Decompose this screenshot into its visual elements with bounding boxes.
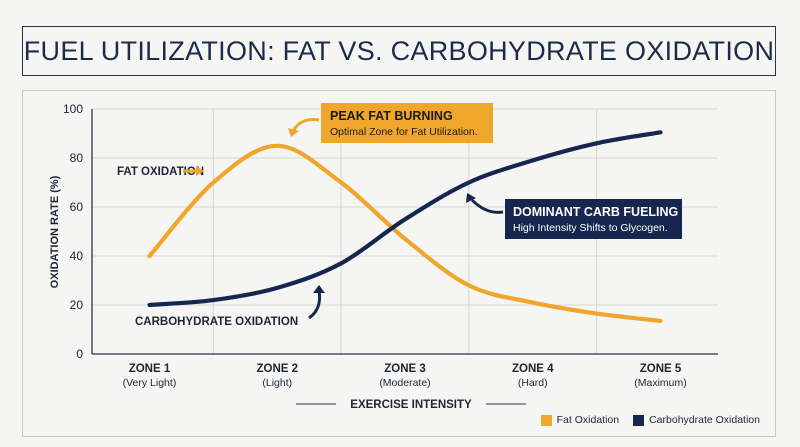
y-tick-label: 40 — [70, 249, 84, 263]
annotation-title-peak-fat: PEAK FAT BURNING — [330, 109, 453, 123]
legend-item-carb: Carbohydrate Oxidation — [633, 414, 760, 426]
annotation-box-peak-fat — [321, 103, 493, 143]
annotation-box-dominant-carb — [505, 199, 682, 239]
fat-label-arrowhead — [196, 166, 204, 176]
x-tick-sublabel: (Moderate) — [379, 377, 430, 389]
series-label-fat-oxidation: FAT OXIDATION — [117, 166, 204, 178]
peak-fat-arrow-line — [292, 118, 320, 131]
dominant-carb-arrow-line — [470, 198, 504, 214]
y-tick-label: 20 — [70, 298, 84, 312]
chart-title-box: FUEL UTILIZATION: FAT VS. CARBOHYDRATE O… — [22, 26, 776, 76]
annotation-title-dominant-carb: DOMINANT CARB FUELING — [513, 205, 678, 219]
x-tick-sublabel: (Light) — [262, 377, 292, 389]
legend-swatch-fat — [540, 414, 552, 426]
annotation-text-dominant-carb: High Intensity Shifts to Glycogen. — [513, 222, 668, 234]
legend-label-fat: Fat Oxidation — [556, 414, 620, 426]
y-axis-title: OXIDATION RATE (%) — [49, 175, 61, 288]
annotation-text-peak-fat: Optimal Zone for Fat Utilization. — [330, 126, 478, 138]
legend-swatch-carb — [633, 414, 645, 426]
peak-fat-arrowhead — [288, 128, 299, 137]
legend-item-fat: Fat Oxidation — [540, 414, 620, 426]
y-tick-label: 80 — [70, 151, 84, 165]
dominant-carb-arrowhead — [466, 193, 476, 203]
x-tick-label: ZONE 2 — [256, 363, 298, 375]
series-line-carbohydrate-oxidation — [147, 130, 663, 308]
chart-frame — [22, 90, 776, 437]
series-line-fat-oxidation — [147, 143, 663, 323]
chart-title: FUEL UTILIZATION: FAT VS. CARBOHYDRATE O… — [23, 35, 775, 66]
legend: Fat Oxidation Carbohydrate Oxidation — [527, 414, 760, 426]
x-tick-label: ZONE 1 — [129, 363, 171, 375]
legend-label-carb: Carbohydrate Oxidation — [649, 414, 760, 426]
x-tick-label: ZONE 3 — [384, 363, 426, 375]
y-tick-label: 60 — [70, 200, 84, 214]
x-axis-title: EXERCISE INTENSITY — [350, 399, 472, 411]
x-tick-sublabel: (Very Light) — [123, 377, 177, 389]
carb-label-arrowhead — [313, 285, 325, 293]
x-tick-sublabel: (Hard) — [518, 377, 548, 389]
x-tick-label: ZONE 5 — [640, 363, 682, 375]
series-label-carbohydrate-oxidation: CARBOHYDRATE OXIDATION — [135, 316, 298, 328]
y-tick-label: 0 — [76, 347, 83, 361]
y-tick-label: 100 — [63, 102, 83, 116]
x-tick-label: ZONE 4 — [512, 363, 554, 375]
carb-label-arrow-line — [308, 290, 322, 320]
x-tick-sublabel: (Maximum) — [634, 377, 687, 389]
